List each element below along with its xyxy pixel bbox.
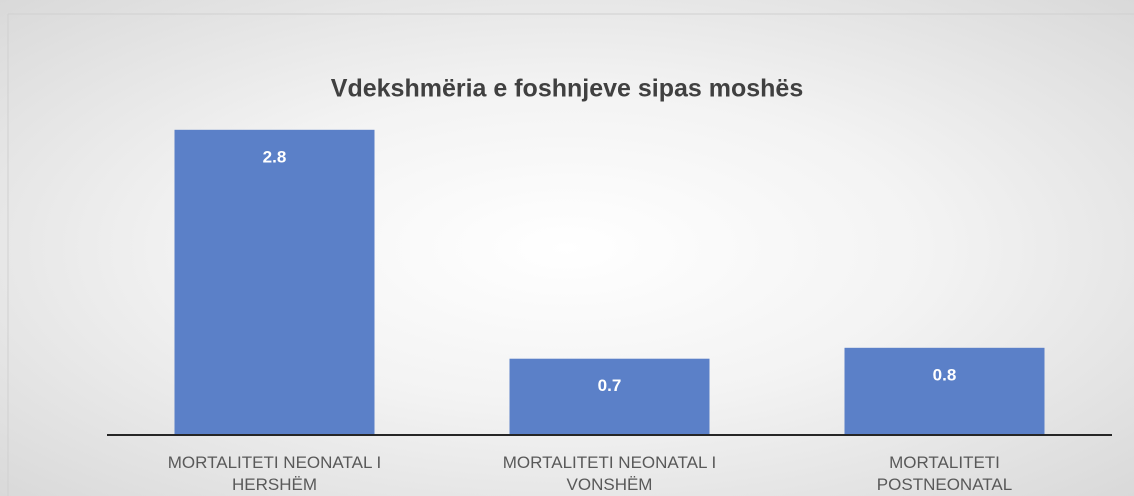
chart-title: Vdekshmëria e foshnjeve sipas moshës [331, 75, 803, 103]
bar [509, 358, 710, 435]
x-tick-label: MORTALITETI POSTNEONATAL [876, 453, 1013, 494]
data-label: 2.8 [263, 147, 287, 166]
bar [174, 129, 375, 436]
data-label: 0.8 [933, 365, 957, 384]
x-tick-label: MORTALITETI NEONATAL I HERSHËM [167, 453, 382, 494]
bar [844, 347, 1045, 435]
data-label: 0.7 [598, 376, 622, 395]
x-tick-label: MORTALITETI NEONATAL I VONSHËM [502, 453, 717, 494]
